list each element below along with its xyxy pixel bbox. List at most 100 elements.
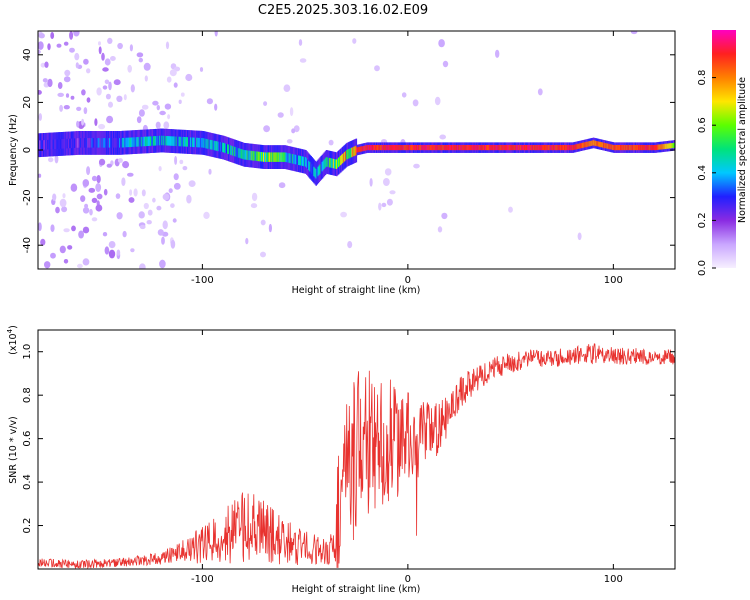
- spectrogram-ridge-cell: [435, 145, 438, 151]
- spectrogram-ridge-cell: [314, 167, 316, 178]
- spectrogram-ridge-cell: [220, 142, 223, 152]
- spectrogram-ridge-cell: [172, 136, 175, 146]
- spectrogram-noise-cell: [159, 259, 166, 269]
- spectrogram-ridge-cell: [519, 145, 522, 151]
- spectrogram-noise-cell: [82, 258, 90, 266]
- spectrogram-ridge-cell: [537, 145, 539, 151]
- spectrogram-noise-cell: [117, 158, 123, 163]
- spectrogram-ridge-cell: [282, 152, 285, 162]
- spectrogram-noise-cell: [166, 76, 172, 83]
- spectrogram-noise-cell: [378, 202, 382, 211]
- spectrogram-ridge-cell: [578, 143, 580, 149]
- spectrogram-ridge-cell: [236, 147, 238, 157]
- spectrogram-ridge-cell: [321, 161, 324, 172]
- spectrogram-ridge-cell: [333, 159, 336, 169]
- spectrogram-noise-cell: [42, 78, 48, 83]
- colorbar: 0.0 0.2 0.4 0.6 0.8 Normalized spectral ampl…: [697, 30, 748, 276]
- spectrogram-noise-cell: [76, 106, 82, 111]
- spectrogram-ridge-cell: [192, 137, 194, 147]
- spectrogram-ridge-cell: [464, 145, 466, 151]
- spectrogram-ridge-cell: [508, 145, 511, 151]
- spectrogram-ridge-cell: [425, 145, 427, 151]
- spectrogram-ridge-cell: [405, 145, 408, 151]
- spectrogram-ridge-cell: [434, 145, 437, 151]
- spectrogram-noise-cell: [106, 115, 114, 124]
- spectrogram-noise-cell: [389, 190, 396, 195]
- spectrogram-ridge-cell: [603, 142, 605, 148]
- spectrogram-ridge-cell: [483, 145, 486, 151]
- spectrogram-ridge-cell: [541, 145, 543, 151]
- spectrogram-noise-cell: [69, 31, 74, 40]
- spectrogram-ridge-cell: [123, 137, 125, 148]
- spectrogram-ridge-cell: [361, 146, 364, 152]
- spectrogram-y-tick-label: -40: [22, 237, 33, 253]
- spectrogram-ridge-cell: [324, 158, 327, 168]
- spectrogram-ridge-cell: [381, 145, 383, 151]
- spectrogram-ridge-cell: [207, 139, 210, 149]
- spectrogram-noise-cell: [139, 263, 146, 269]
- spectrogram-ridge-cell: [48, 139, 50, 150]
- spectrogram-ridge-cell: [62, 139, 65, 149]
- spectrogram-ridge-cell: [637, 145, 639, 151]
- spectrogram-noise-cell: [96, 193, 103, 200]
- spectrogram-noise-cell: [38, 222, 42, 232]
- spectrogram-noise-cell: [86, 97, 91, 103]
- spectrogram-ridge-cell: [459, 145, 461, 151]
- spectrogram-noise-cell: [101, 52, 105, 61]
- spectrogram-noise-cell: [263, 101, 268, 106]
- spectrogram-ridge-cell: [235, 147, 237, 157]
- spectrogram-ridge-cell: [257, 151, 260, 162]
- spectrogram-noise-cell: [180, 92, 185, 97]
- spectrogram-ridge-cell: [134, 137, 137, 147]
- spectrogram-noise-cell: [65, 93, 70, 98]
- spectrogram-ridge-cell: [426, 145, 428, 151]
- spectrogram-ridge-cell: [213, 140, 216, 151]
- spectrogram-ridge-cell: [309, 161, 311, 172]
- spectrogram-noise-cell: [73, 31, 80, 37]
- spectrogram-ridge-cell: [283, 152, 286, 162]
- spectrogram-noise-cell: [105, 93, 111, 100]
- spectrogram-ridge-cell: [377, 145, 379, 151]
- spectrogram-noise-cell: [129, 189, 133, 196]
- spectrogram-noise-cell: [128, 197, 135, 203]
- spectrogram-noise-cell: [83, 58, 89, 65]
- spectrogram-ridge-cell: [424, 145, 426, 151]
- spectrogram-ridge-cell: [303, 156, 305, 167]
- spectrogram-ridge-cell: [417, 145, 419, 151]
- spectrogram-ridge-cell: [630, 145, 633, 151]
- spectrogram-ridge-cell: [447, 145, 450, 151]
- spectrogram-ridge-cell: [91, 138, 93, 148]
- spectrogram-noise-cell: [104, 246, 110, 255]
- spectrogram-ridge-cell: [271, 152, 273, 162]
- spectrogram-ridge-cell: [466, 145, 468, 151]
- spectrogram-noise-cell: [156, 104, 160, 111]
- spectrogram-noise-cell: [165, 41, 170, 50]
- spectrogram-ridge-cell: [389, 145, 391, 151]
- spectrogram-noise-cell: [54, 154, 59, 164]
- spectrogram-ridge-cell: [520, 145, 523, 151]
- spectrogram-ridge-cell: [118, 138, 120, 148]
- spectrogram-ridge-cell: [527, 145, 529, 151]
- spectrogram-ridge-cell: [609, 144, 611, 150]
- snr-multiplier: (x104): [6, 325, 19, 355]
- spectrogram-ridge-cell: [210, 140, 213, 150]
- spectrogram-ridge-cell: [194, 137, 196, 148]
- spectrogram-ridge-cell: [316, 167, 318, 178]
- spectrogram-ridge-cell: [449, 145, 451, 151]
- spectrogram-noise-cell: [55, 206, 60, 214]
- spectrogram-noise-cell: [38, 41, 44, 50]
- spectrogram-ridge-cell: [306, 158, 308, 168]
- spectrogram-ridge-cell: [297, 155, 300, 165]
- spectrogram-ridge-cell: [374, 145, 376, 151]
- spectrogram-ridge-cell: [658, 144, 661, 150]
- spectrogram-ridge-cell: [177, 136, 180, 147]
- spectrogram-noise-cell: [170, 203, 175, 209]
- spectrogram-ridge-cell: [491, 145, 493, 151]
- spectrogram-noise-cell: [38, 90, 42, 95]
- spectrogram-ridge-cell: [597, 141, 600, 147]
- spectrogram-ridge-cell: [601, 142, 603, 148]
- spectrogram-ridge-cell: [391, 145, 393, 151]
- spectrogram-noise-cell: [98, 46, 102, 55]
- spectrogram-ridge-cell: [203, 138, 205, 148]
- spectrogram-ridge-cell: [382, 145, 384, 151]
